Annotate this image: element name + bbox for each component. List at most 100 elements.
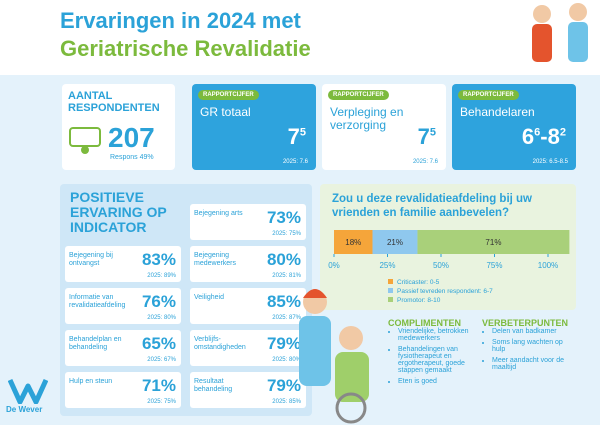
card-title: GR totaal [200,105,251,119]
indicator-label: Behandelplan en behandeling [69,336,122,351]
score-whole: 6 [521,124,535,149]
score-card: RAPPORTCIJFER Behandelaren 66-82 2025: 6.5-… [452,84,576,170]
indicator-label: Verblijfs-omstandigheden [194,336,246,351]
indicator-pct: 73% [266,208,301,227]
indicator: Hulp en steun 71% 2025: 75% [65,372,181,408]
improvements: VERBETERPUNTEN Delen van badkamer Soms la… [482,318,572,375]
score-whole: 7 [417,124,430,149]
score: 75 [418,124,436,150]
list-title: VERBETERPUNTEN [482,318,569,328]
illustration [299,289,369,424]
indicator: Informatie van revalidatieafdeling 76% 202… [65,288,181,324]
list: Vriendelijke, betrokken medewerkers Behan… [388,328,478,385]
chart: Zou u deze revalidatieafdeling bij uw vri… [328,193,570,304]
legend-label: Passief tevreden respondent: 6-7 [397,288,493,295]
x-tick-label: 50% [433,261,449,270]
legend-swatch [388,288,393,293]
score-whole: 7 [287,124,300,149]
label: AANTAL RESPONDENTEN [68,90,160,114]
score-decimal: 6 [534,126,541,139]
indicator: Resultaat behandeling 79% 2025: 85% [190,372,306,408]
x-tick-label: 0% [328,261,340,270]
indicator-previous: 2025: 75% [147,399,176,405]
indicator-label: Bejegening medewerkers [194,252,237,267]
indicator-label: Veiligheid [194,294,224,301]
indicator-pct: 85% [266,292,301,311]
indicator: Bejegening medewerkers 80% 2025: 81% [190,246,306,282]
indicator-panel: POSITIEVE ERVARING OP INDICATOR Bejegeni… [60,184,312,416]
data-label: 21% [387,238,403,247]
indicator-previous: 2025: 89% [147,273,176,279]
response: Respons 49% [110,154,154,161]
indicator: Bejegening arts 73% 2025: 75% [190,204,306,240]
indicator-pct: 80% [266,250,301,269]
score: 75 [288,124,306,150]
logo-mark [8,378,48,404]
indicator-previous: 2025: 67% [147,357,176,363]
indicator-pct: 79% [266,334,301,353]
legend-swatch [388,297,393,302]
indicator-previous: 2025: 80% [272,357,301,363]
separator: - [540,124,548,149]
indicator-pct: 65% [141,334,176,353]
data-label: 18% [345,238,361,247]
tag: RAPPORTCIJFER [328,90,389,100]
x-tick-label: 75% [486,261,502,270]
indicator: Bejegening bij ontvangst 83% 2025: 89% [65,246,181,282]
indicator-pct: 79% [266,376,301,395]
list-item: Delen van badkamer [492,328,572,335]
indicator-label: Bejegening arts [194,210,243,217]
section-title: POSITIEVE ERVARING OP INDICATOR [70,189,167,235]
indicator-previous: 2025: 87% [272,315,301,321]
indicator-label: Informatie van revalidatieafdeling [69,294,126,309]
bar-segment [372,230,418,254]
bar-segment [334,230,373,254]
score: 66-82 [522,124,566,150]
indicator-pct: 83% [141,250,176,269]
score-decimal: 5 [299,126,306,139]
indicator: Verblijfs-omstandigheden 79% 2025: 80% [190,330,306,366]
list-item: Eten is goed [398,378,478,385]
indicator-label: Bejegening bij ontvangst [69,252,113,267]
card-title: Verpleging en verzorging [330,105,404,132]
previous: 2025: 6.5-8.5 [532,159,568,165]
card-title: Behandelaren [460,105,535,119]
tag: RAPPORTCIJFER [458,90,519,100]
score-whole: 8 [547,124,560,149]
score-decimal: 5 [429,126,436,139]
x-tick-label: 25% [379,261,395,270]
list-title: COMPLIMENTEN [388,318,461,328]
logo-text: De Wever [6,405,43,414]
score-decimal: 2 [559,126,566,139]
list-item: Vriendelijke, betrokken medewerkers [398,328,478,342]
previous: 2025: 7.6 [412,159,438,165]
title: Geriatrische Revalidatie [60,36,311,61]
icon [69,127,101,154]
list-item: Behandelingen van fysiotherapeut en ergo… [398,346,478,374]
score-card: RAPPORTCIJFER Verpleging en verzorging 75 2… [322,84,446,170]
indicator-label: Resultaat behandeling [194,378,233,393]
indicator: Behandelplan en behandeling 65% 2025: 67% [65,330,181,366]
x-tick-label: 100% [538,261,558,270]
indicator-previous: 2025: 85% [272,399,301,405]
bar-segment [417,230,570,254]
indicator: Veiligheid 85% 2025: 87% [190,288,306,324]
legend-swatch [388,279,393,284]
title: Ervaringen in 2024 met [60,8,301,33]
illustration [532,3,588,62]
indicator-label: Hulp en steun [69,378,113,385]
previous: 2025: 7.6 [282,159,308,165]
tag: RAPPORTCIJFER [198,90,259,100]
list: Delen van badkamer Soms lang wachten op h… [482,328,572,371]
score-card: RAPPORTCIJFER GR totaal 75 2025: 7.6 [192,84,316,170]
legend-label: Criticaster: 0-5 [397,279,440,286]
list-item: Soms lang wachten op hulp [492,339,572,353]
indicator-previous: 2025: 81% [272,273,301,279]
chart-title: Zou u deze revalidatieafdeling bij uw vri… [332,193,532,219]
data-label: 71% [485,238,501,247]
indicator-pct: 76% [141,292,176,311]
compliments: COMPLIMENTEN Vriendelijke, betrokken med… [388,318,478,389]
indicator-pct: 71% [141,376,176,395]
respondents-box: AANTAL RESPONDENTEN 207 Respons 49% [62,84,175,170]
